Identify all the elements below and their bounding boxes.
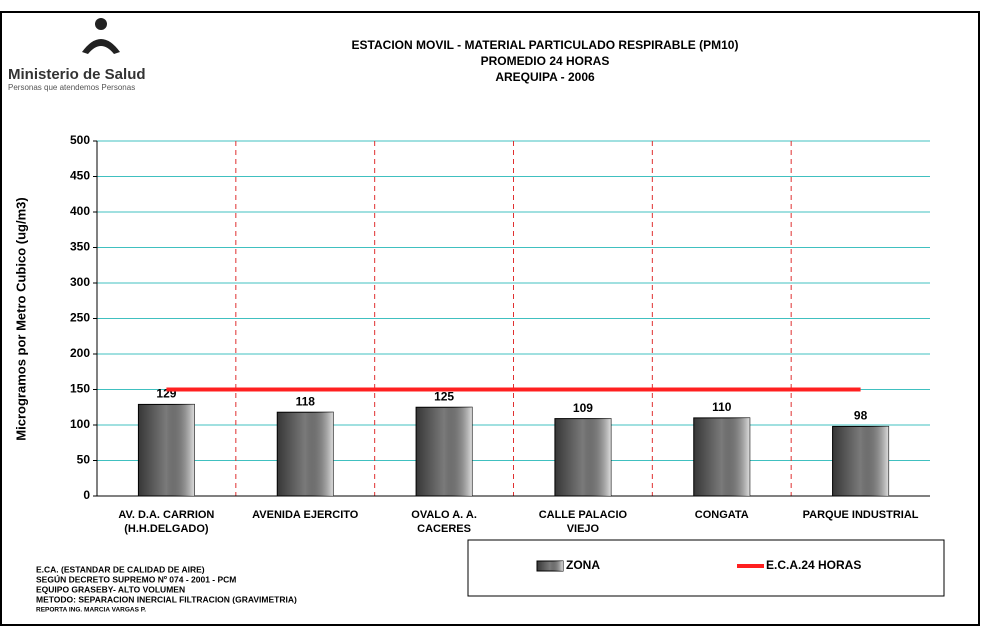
bar-shade	[554, 418, 611, 496]
data-label: 98	[854, 409, 868, 423]
y-tick-label: 500	[70, 133, 90, 147]
y-tick-label: 200	[70, 346, 90, 360]
footnote: E.CA. (ESTANDAR DE CALIDAD DE AIRE)	[36, 564, 205, 574]
chart-subtitle: PROMEDIO 24 HORAS	[481, 54, 610, 68]
y-tick-label: 50	[77, 453, 91, 467]
y-tick-label: 300	[70, 275, 90, 289]
org-name: Ministerio de Salud	[8, 66, 146, 83]
x-tick-label: PARQUE INDUSTRIAL	[802, 509, 919, 521]
bar-shade	[138, 404, 195, 496]
footnote: METODO: SEPARACION INERCIAL FILTRACION (…	[36, 594, 297, 604]
y-tick-label: 400	[70, 204, 90, 218]
legend-label: E.C.A.24 HORAS	[766, 558, 861, 572]
bar-shade	[416, 407, 473, 496]
bar-shade	[832, 426, 889, 496]
x-tick-label: CONGATA	[694, 509, 749, 521]
chart-subtitle: AREQUIPA - 2006	[495, 70, 595, 84]
footnote: EQUIPO GRASEBY- ALTO VOLUMEN	[36, 584, 185, 594]
y-axis-title: Microgramos por Metro Cubico (ug/m3)	[13, 197, 28, 440]
chart-title: ESTACION MOVIL - MATERIAL PARTICULADO RE…	[352, 38, 739, 52]
footnote: SEGÚN DECRETO SUPREMO Nº 074 - 2001 - PC…	[36, 573, 236, 584]
logo	[82, 18, 120, 54]
bar-shade	[277, 412, 334, 496]
y-tick-label: 250	[70, 311, 90, 325]
org-tagline: Personas que atendemos Personas	[8, 83, 135, 92]
x-tick-label: AV. D.A. CARRION (H.H.DELGADO)	[118, 509, 215, 535]
legend-swatch-shade	[537, 561, 563, 571]
x-tick-label: AVENIDA EJERCITO	[252, 509, 359, 521]
data-label: 125	[434, 389, 454, 403]
y-tick-label: 0	[83, 488, 90, 502]
x-tick-label: CALLE PALACIO VIEJO	[538, 509, 628, 535]
legend-label: ZONA	[566, 558, 600, 572]
y-tick-label: 350	[70, 240, 90, 254]
bar-shade	[693, 417, 750, 496]
data-label: 109	[573, 401, 593, 415]
footnote: REPORTA ING. MARCIA VARGAS P.	[36, 607, 146, 614]
frame	[0, 11, 980, 626]
y-tick-label: 100	[70, 417, 90, 431]
data-label: 110	[712, 400, 732, 414]
data-label: 118	[296, 394, 316, 408]
y-tick-label: 450	[70, 169, 90, 183]
y-tick-label: 150	[70, 382, 90, 396]
x-tick-label: OVALO A. A. CACERES	[411, 509, 477, 535]
